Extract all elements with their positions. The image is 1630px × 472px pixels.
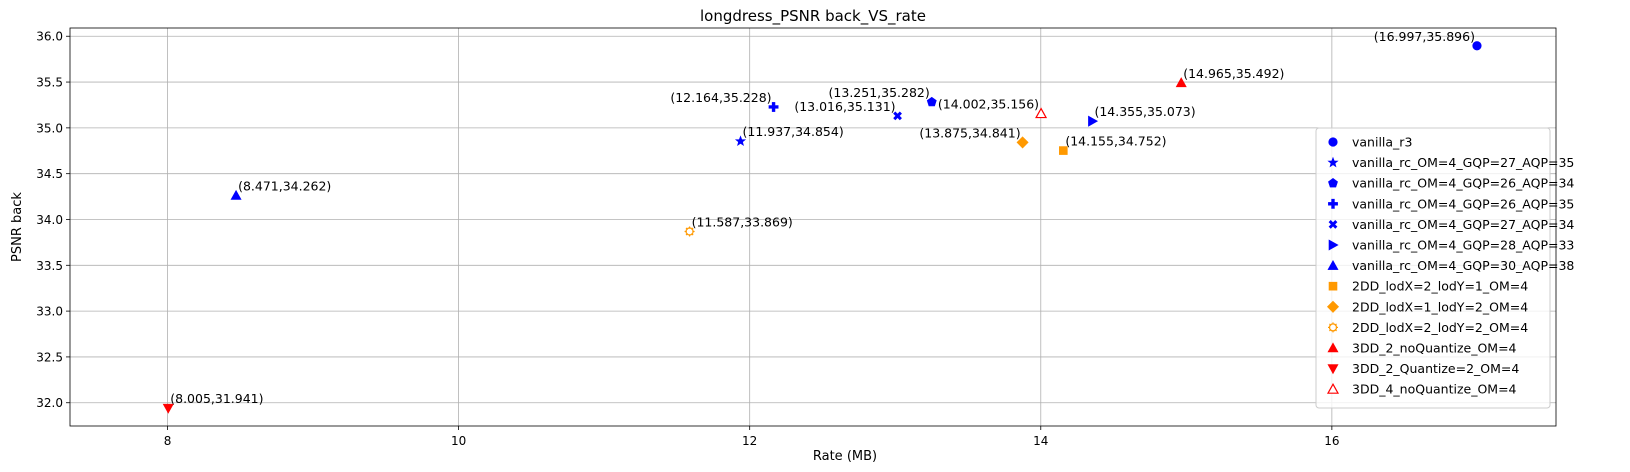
data-point-labels: (16.997,35.896) (11.937,34.854) (13.251,35… <box>170 29 1475 406</box>
data-point <box>1175 77 1187 88</box>
legend-entry-label: vanilla_r3 <box>1352 135 1412 150</box>
legend-marker <box>1328 137 1338 147</box>
data-point-label: (14.002,35.156) <box>938 97 1039 112</box>
x-tick-label: 12 <box>742 434 757 448</box>
y-tick-label: 33.5 <box>36 259 63 273</box>
y-axis-ticks: 32.0 32.5 33.0 33.5 34.0 34.5 35.0 35.5 36.0 <box>36 30 70 410</box>
data-point <box>1035 107 1048 119</box>
legend-marker <box>1328 322 1338 333</box>
legend-entry-label: vanilla_rc_OM=4_GQP=28_AQP=33 <box>1352 238 1574 253</box>
legend-entry-label: vanilla_rc_OM=4_GQP=26_AQP=35 <box>1352 196 1574 211</box>
legend-marker <box>1327 259 1339 270</box>
y-tick-label: 33.0 <box>36 305 63 319</box>
legend-entry-label: vanilla_rc_OM=4_GQP=27_AQP=34 <box>1352 217 1574 232</box>
legend-marker <box>1326 300 1340 313</box>
data-point <box>1472 41 1482 51</box>
legend-entry-label: vanilla_rc_OM=4_GQP=26_AQP=34 <box>1352 176 1574 191</box>
data-point-label: (11.937,34.854) <box>743 124 844 139</box>
legend-marker <box>1328 198 1338 209</box>
legend-marker <box>1328 281 1338 291</box>
data-point-label: (13.251,35.282) <box>829 85 930 100</box>
data-point <box>684 226 695 237</box>
legend-entry-label: vanilla_rc_OM=4_GQP=30_AQP=38 <box>1352 258 1574 273</box>
data-point-label: (14.965,35.492) <box>1183 66 1284 81</box>
legend-entry-label: 3DD_2_noQuantize_OM=4 <box>1352 341 1517 356</box>
data-point-label: (16.997,35.896) <box>1374 29 1475 44</box>
data-points <box>162 41 1482 414</box>
data-point <box>926 96 937 107</box>
x-tick-label: 8 <box>164 434 172 448</box>
legend: vanilla_r3 vanilla_rc_OM=4_GQP=27_AQP=35v… <box>1315 127 1574 409</box>
legend-entry-label: 3DD_2_Quantize=2_OM=4 <box>1352 361 1519 376</box>
x-tick-label: 14 <box>1033 434 1048 448</box>
data-point <box>1016 136 1029 149</box>
x-axis-ticks: 8 10 12 14 16 <box>164 426 1340 448</box>
legend-marker <box>1327 342 1339 353</box>
legend-marker <box>1328 178 1338 188</box>
data-point-label: (8.471,34.262) <box>238 178 331 193</box>
data-point-label: (13.875,34.841) <box>919 125 1020 140</box>
legend-marker <box>1326 382 1340 394</box>
plot-area-frame <box>69 27 1557 427</box>
x-axis-label: Rate (MB) <box>813 449 877 464</box>
y-tick-label: 35.5 <box>36 76 63 90</box>
legend-marker <box>1327 156 1339 168</box>
legend-entry-label: 2DD_lodX=2_lodY=2_OM=4 <box>1352 320 1528 335</box>
y-axis-label: PSNR back <box>10 192 25 262</box>
data-point-label: (12.164,35.228) <box>670 90 771 105</box>
legend-entry-label: 2DD_lodX=2_lodY=1_OM=4 <box>1352 279 1528 294</box>
data-point <box>1059 146 1068 155</box>
x-tick-label: 16 <box>1324 434 1339 448</box>
data-point <box>768 102 779 112</box>
legend-entry-label: 2DD_lodX=1_lodY=2_OM=4 <box>1352 299 1528 314</box>
legend-entry-label: vanilla_rc_OM=4_GQP=27_AQP=35 <box>1352 155 1574 170</box>
y-tick-label: 34.0 <box>36 213 63 227</box>
y-tick-label: 35.0 <box>36 121 63 135</box>
y-tick-label: 36.0 <box>36 30 63 44</box>
legend-marker <box>1328 239 1339 251</box>
data-point-label: (11.587,33.869) <box>692 214 793 229</box>
data-point-label: (14.155,34.752) <box>1065 134 1166 149</box>
legend-frame <box>1315 127 1551 409</box>
data-point-label: (13.016,35.131) <box>794 99 895 114</box>
legend-marker <box>1327 364 1339 375</box>
data-point-label: (14.355,35.073) <box>1094 104 1195 119</box>
data-point-label: (8.005,31.941) <box>170 391 263 406</box>
y-tick-label: 34.5 <box>36 167 63 181</box>
legend-entry-label: 3DD_4_noQuantize_OM=4 <box>1352 382 1517 397</box>
y-tick-label: 32.0 <box>36 396 63 410</box>
data-point <box>1088 115 1099 127</box>
data-point <box>162 403 174 414</box>
data-point <box>230 189 242 200</box>
data-point <box>734 135 747 146</box>
legend-marker <box>1328 220 1338 229</box>
y-tick-label: 32.5 <box>36 350 63 364</box>
chart-title: longdress_PSNR back_VS_rate <box>700 7 926 26</box>
grid-lines <box>70 28 1556 426</box>
data-point <box>893 111 902 121</box>
x-tick-label: 10 <box>451 434 466 448</box>
